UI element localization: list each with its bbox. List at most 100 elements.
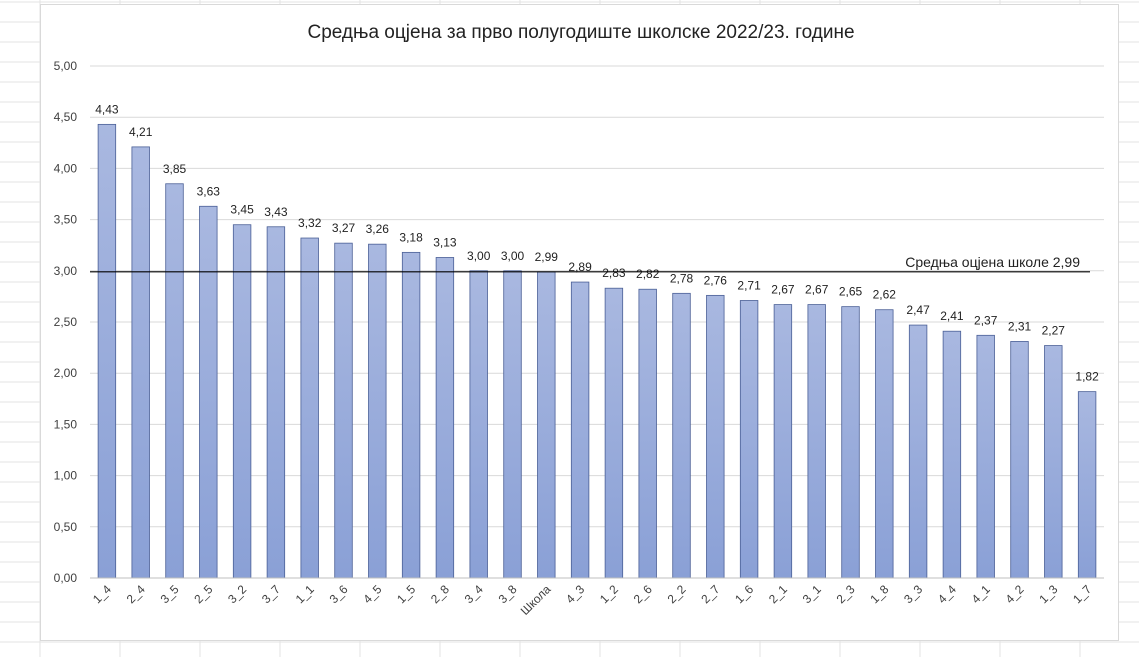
y-tick-label: 4,50 [54,110,78,124]
data-label: 3,18 [399,230,423,244]
bar-1_8[interactable] [875,309,894,579]
bar-4_2[interactable] [1010,341,1029,579]
data-label: 3,13 [433,235,457,249]
data-label: 4,21 [129,125,153,139]
x-tick-label: 3_3 [901,582,925,606]
x-axis-tick-labels: 1_4 2_4 3_5 2_5 3_2 3_7 1_1 3_6 4_5 1_5 2_8 3_4 3_8Ш… [90,582,1094,618]
bars [97,123,1097,579]
bar-1_7[interactable] [1077,391,1097,579]
x-tick-label: 4_1 [969,582,993,606]
bar-2_1[interactable] [773,304,793,579]
data-label: 2,76 [704,273,728,287]
bar-4_1[interactable] [976,334,995,579]
y-axis-tick-labels: 0,00 0,50 1,00 1,50 2,00 2,50 3,00 3,50 4,00 4,50… [54,59,78,585]
x-tick-label: 1_7 [1070,582,1094,606]
y-tick-label: 0,00 [54,571,78,585]
x-tick-label: 2_6 [631,582,655,606]
bar-3_3[interactable] [908,324,928,579]
bar-2_4[interactable] [131,146,150,579]
data-label: 2,62 [873,288,897,302]
x-tick-label: 3_2 [225,582,249,606]
school-average-label: Средња оцјена школе 2,99 [905,254,1080,270]
x-tick-label: 2_3 [834,582,858,606]
data-label: 3,85 [163,162,187,176]
x-tick-label: 2_2 [665,582,689,606]
x-tick-label: 2_8 [428,582,452,606]
data-label: 2,41 [940,309,964,323]
bar-1_4[interactable] [97,123,117,579]
data-label: 2,47 [906,303,930,317]
y-tick-label: 1,00 [54,469,78,483]
x-tick-label: 3_4 [462,582,486,606]
y-tick-label: 5,00 [54,59,78,73]
data-label: 3,45 [230,203,254,217]
x-tick-label: 3_7 [259,582,283,606]
data-label: 2,78 [670,271,694,285]
data-label: 3,32 [298,216,322,230]
bar-3_7[interactable] [266,226,286,579]
data-label: 2,89 [568,260,592,274]
data-label: 2,82 [636,267,660,281]
x-tick-label: 2_7 [698,582,722,606]
x-tick-label: Школа [518,582,554,618]
bar-4_4[interactable] [942,330,962,579]
y-tick-label: 3,00 [54,264,78,278]
bar-3_2[interactable] [232,224,252,579]
y-tick-label: 3,50 [54,213,78,227]
data-label: 2,27 [1042,324,1066,338]
data-label: 3,43 [264,205,288,219]
data-label: 2,67 [771,283,795,297]
x-tick-label: 1_1 [293,582,317,606]
bar-2_2[interactable] [672,292,691,579]
x-tick-label: 1_4 [90,582,114,606]
bar-3_5[interactable] [165,183,184,579]
x-tick-label: 4_2 [1003,582,1027,606]
bar-1_6[interactable] [739,300,759,579]
x-tick-label: 3_1 [800,582,824,606]
data-label: 2,67 [805,283,829,297]
data-label: 4,43 [95,102,119,116]
y-tick-label: 2,00 [54,366,78,380]
data-label: 3,00 [501,249,525,263]
data-label: 2,65 [839,285,863,299]
y-tick-label: 0,50 [54,520,78,534]
data-label: 2,99 [535,250,559,264]
bar-4_5[interactable] [368,243,387,579]
bar-3_4[interactable] [469,270,488,579]
data-label: 2,71 [737,278,761,292]
x-tick-label: 3_5 [158,582,182,606]
data-labels: 4,43 4,21 3,85 3,63 3,45 3,43 3,32 3,27 3,26 3,18… [95,102,1099,383]
y-tick-label: 1,50 [54,417,78,431]
bar-2_5[interactable] [199,205,218,579]
bar-4_3[interactable] [570,281,590,579]
x-tick-label: 1_3 [1036,582,1060,606]
x-tick-label: 3_8 [496,582,520,606]
x-tick-label: 1_2 [597,582,621,606]
bar-3_8[interactable] [503,270,522,579]
bar-2_7[interactable] [706,294,725,579]
bar-2_6[interactable] [638,288,657,579]
bar-2_8[interactable] [435,257,455,579]
data-label: 3,27 [332,221,356,235]
bar-2_3[interactable] [841,306,860,579]
y-tick-label: 4,00 [54,161,78,175]
y-tick-label: 2,50 [54,315,78,329]
data-label: 2,31 [1008,319,1032,333]
bar-1_3[interactable] [1044,345,1063,579]
bar-1_1[interactable] [300,237,319,579]
bar-3_1[interactable] [807,304,826,579]
x-tick-label: 2_1 [766,582,790,606]
x-tick-label: 1_6 [732,582,756,606]
x-tick-label: 1_5 [394,582,418,606]
bar-1_5[interactable] [401,251,421,579]
x-tick-label: 1_8 [867,582,891,606]
bar-Школа[interactable] [537,271,556,579]
data-label: 2,83 [602,266,626,280]
x-tick-label: 3_6 [327,582,351,606]
x-tick-label: 2_5 [191,582,215,606]
chart-title: Средња оцјена за прво полугодиште школск… [307,22,854,43]
data-label: 2,37 [974,313,998,327]
bar-3_6[interactable] [334,242,353,579]
bar-1_2[interactable] [604,287,624,579]
